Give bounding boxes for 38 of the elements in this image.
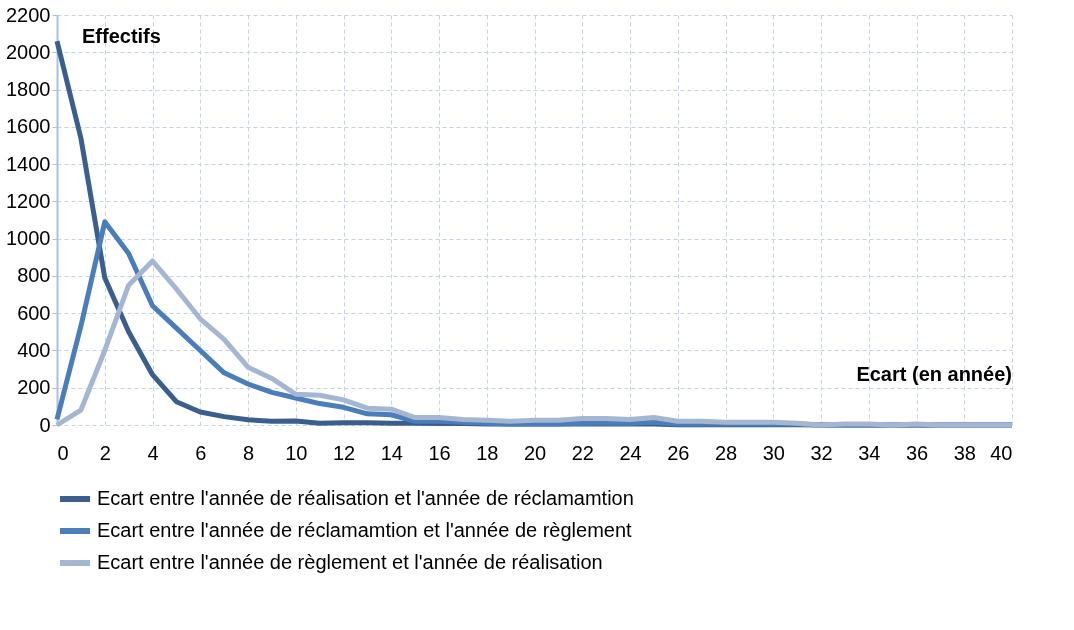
x-tick-label: 16 <box>428 441 451 464</box>
x-tick-label: 6 <box>195 441 207 464</box>
x-tick-label: 24 <box>619 441 642 464</box>
x-tick-label: 32 <box>810 441 833 464</box>
x-axis-title: Ecart (en année) <box>856 363 1012 385</box>
y-tick-label: 600 <box>17 301 51 324</box>
x-tick-label: 30 <box>762 441 785 464</box>
x-tick-label: 38 <box>953 441 976 464</box>
y-tick-label: 2200 <box>6 3 51 26</box>
legend-label: Ecart entre l'année de réalisation et l'année de réclamamtion <box>97 487 634 509</box>
x-tick-label: 22 <box>571 441 594 464</box>
x-tick-label: 2 <box>99 441 111 464</box>
x-tick-label: 28 <box>714 441 738 464</box>
y-tick-label: 1600 <box>6 115 51 138</box>
x-tick-label: 8 <box>242 441 255 464</box>
x-tick-label: 34 <box>858 441 881 464</box>
y-tick-label: 1200 <box>6 189 51 212</box>
y-tick-label: 200 <box>17 376 51 399</box>
x-tick-label: 14 <box>380 441 403 464</box>
x-tick-label: 12 <box>332 441 356 464</box>
x-tick-label: 10 <box>285 441 308 464</box>
x-tick-label: 20 <box>523 441 547 464</box>
y-axis-title: Effectifs <box>82 25 161 47</box>
x-tick-label: 0 <box>57 441 69 464</box>
x-tick-label: 4 <box>147 441 159 464</box>
x-tick-label: 26 <box>667 441 690 464</box>
y-tick-label: 0 <box>39 413 51 436</box>
y-tick-label: 1000 <box>6 227 51 250</box>
y-tick-label: 800 <box>17 264 51 287</box>
legend-label: Ecart entre l'année de réclamamtion et l'année de règlement <box>97 519 633 541</box>
y-tick-label: 1400 <box>6 152 51 175</box>
y-tick-label: 2000 <box>6 40 51 63</box>
y-tick-label: 1800 <box>6 78 51 101</box>
x-tick-label: 18 <box>476 441 499 464</box>
legend-label: Ecart entre l'année de règlement et l'année de réalisation <box>97 551 603 573</box>
x-tick-label: 36 <box>905 441 929 464</box>
x-tick-label: 40 <box>990 441 1013 464</box>
y-tick-label: 400 <box>17 338 51 361</box>
